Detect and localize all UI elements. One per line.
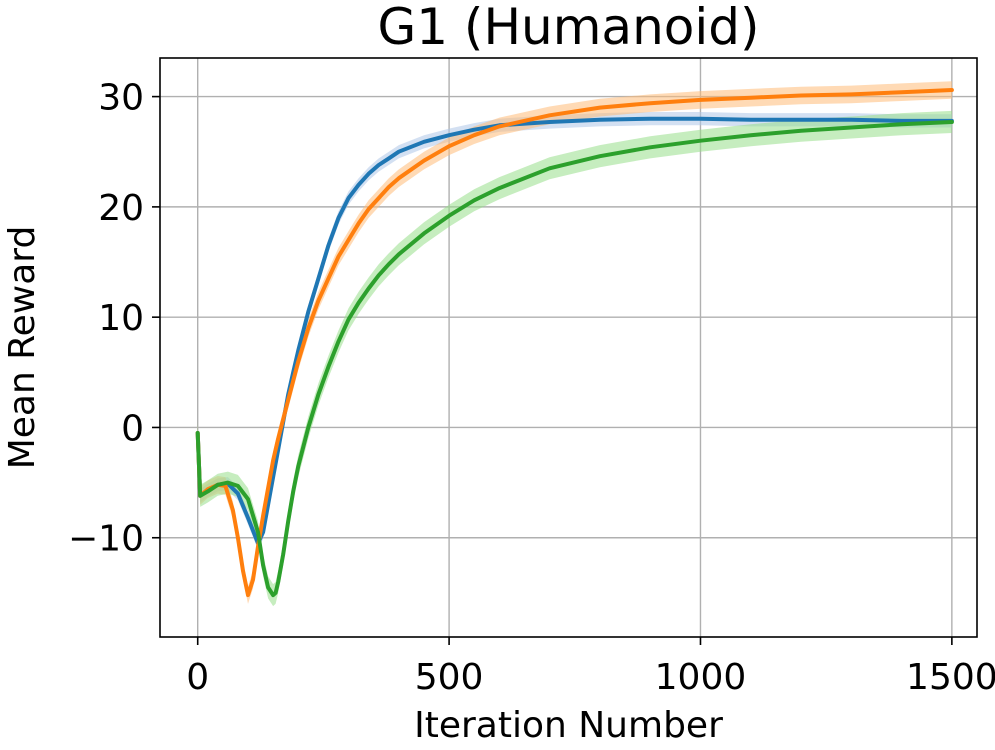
axis-ticks: 0 500 1000 1500 −10 0 10 20 30 [68, 78, 995, 698]
series-1-line [195, 116, 954, 546]
x-tick-label: 500 [415, 657, 484, 698]
chart-title: G1 (Humanoid) [377, 0, 759, 56]
y-tick-label: 10 [98, 298, 144, 339]
y-tick-label: 0 [121, 408, 144, 449]
series-3-line [195, 120, 954, 598]
y-axis-label: Mean Reward [2, 226, 43, 470]
y-tick-label: 20 [98, 188, 144, 229]
series-lines [195, 88, 954, 598]
series-2-line [195, 88, 954, 598]
x-tick-label: 1000 [655, 657, 747, 698]
series-1-band [197, 112, 952, 550]
x-tick-label: 0 [186, 657, 209, 698]
y-tick-label: −10 [68, 519, 144, 560]
x-axis-label: Iteration Number [414, 705, 723, 746]
series-3-band [197, 110, 952, 607]
y-tick-label: 30 [98, 78, 144, 119]
confidence-bands [197, 81, 952, 607]
x-tick-label: 1500 [906, 657, 995, 698]
plot-frame [159, 57, 978, 638]
